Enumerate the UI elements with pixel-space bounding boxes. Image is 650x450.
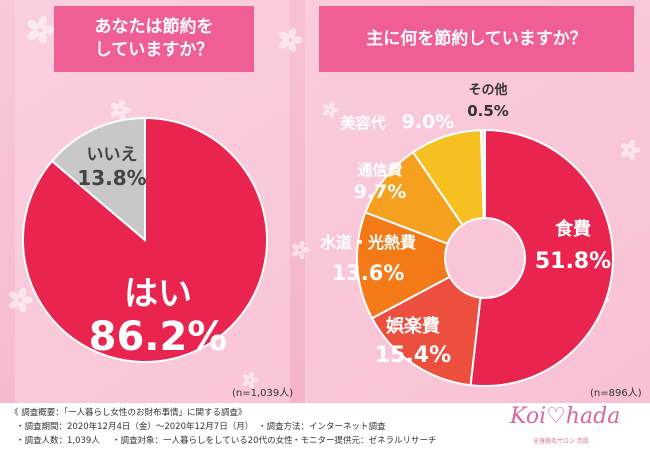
footer-provider: ・モニター提供元：ゼネラルリサーチ	[292, 436, 437, 446]
donut-value-2: 13.6%	[332, 261, 405, 285]
question-1-title: あなたは節約を していますか？	[54, 6, 254, 72]
footer-target: ・調査対象：一人暮らしをしている20代の女性	[112, 436, 293, 446]
donut-value-3: 9.7%	[354, 181, 407, 203]
value-yes: 86.2%	[89, 314, 228, 360]
donut-slice-5	[479, 128, 486, 220]
question-2-line: 主に何を節約していますか？	[366, 28, 587, 49]
footer-method: ・調査方法：インターネット調査	[258, 422, 386, 432]
label-yes: はい	[124, 274, 192, 314]
donut-slice-2	[356, 211, 452, 320]
label-no: いいえ	[87, 145, 138, 165]
donut-label-0: 食費	[554, 218, 591, 240]
pie-slice-no	[50, 116, 146, 243]
sample-size-left: (n=1,039人)	[232, 388, 294, 399]
donut-label-2: 水道・光熱費	[320, 233, 416, 252]
koihada-logo: Koi♡hada	[510, 404, 621, 429]
question-1-line2: していますか？	[94, 40, 214, 60]
survey-footer: 《 調査概要：「一人暮らし女性のお財布事情」に関する調査》 ・調査期間：2020…	[0, 403, 650, 450]
donut-slice-0	[469, 128, 614, 387]
donut-value-1: 15.4%	[375, 343, 451, 368]
donut-label-5: その他	[468, 82, 507, 98]
question-2-title: 主に何を節約していますか？	[319, 6, 634, 72]
footer-count: ・調査人数：1,039人	[16, 436, 100, 446]
donut-chart-savings-items: 食費 51.8% 娯楽費 15.4% 水道・光熱費 13.6% 通信費 9.7% 美容代 9.0%…	[320, 82, 614, 387]
sample-size-right: (n=896人)	[590, 388, 642, 399]
logo-subtitle: 全身脱毛サロン 恋肌	[533, 438, 589, 445]
footer-period: ・調査期間：2020年12月4日（金）～2020年12月7日（月）	[16, 422, 254, 432]
footer-line-1: 《 調査概要：「一人暮らし女性のお財布事情」に関する調査》	[10, 408, 247, 418]
donut-value-5: 0.5%	[467, 102, 509, 120]
donut-label-3: 通信費	[357, 161, 402, 179]
value-no: 13.8%	[77, 166, 146, 190]
donut-label-4: 美容代	[340, 114, 385, 132]
donut-label-1: 娯楽費	[386, 315, 440, 337]
donut-value-4: 9.0%	[402, 111, 455, 133]
donut-value-0: 51.8%	[535, 249, 611, 274]
question-1-line1: あなたは節約を	[94, 17, 214, 37]
